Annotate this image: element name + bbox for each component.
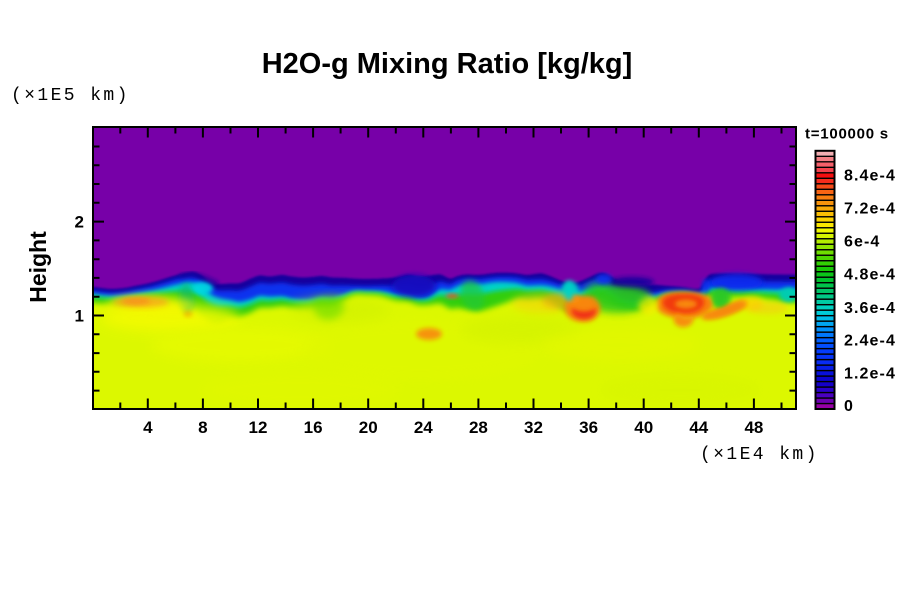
svg-text:40: 40: [634, 418, 653, 437]
svg-text:8: 8: [198, 418, 207, 437]
svg-text:8.4e-4: 8.4e-4: [844, 167, 896, 184]
svg-text:2: 2: [75, 213, 84, 232]
svg-text:16: 16: [304, 418, 323, 437]
svg-text:2.4e-4: 2.4e-4: [844, 333, 896, 350]
svg-text:(×1E4 km): (×1E4 km): [700, 445, 819, 465]
svg-text:Height: Height: [25, 231, 51, 303]
svg-text:0: 0: [844, 398, 854, 415]
svg-text:6e-4: 6e-4: [844, 234, 880, 251]
svg-text:t=100000 s: t=100000 s: [805, 126, 889, 143]
svg-text:1.2e-4: 1.2e-4: [844, 365, 896, 382]
svg-text:48: 48: [744, 418, 763, 437]
svg-text:4: 4: [143, 418, 153, 437]
svg-text:H2O-g Mixing Ratio [kg/kg]: H2O-g Mixing Ratio [kg/kg]: [262, 48, 633, 80]
svg-text:4.8e-4: 4.8e-4: [844, 267, 896, 284]
svg-text:32: 32: [524, 418, 543, 437]
svg-text:(×1E5 km): (×1E5 km): [11, 86, 130, 106]
svg-text:44: 44: [689, 418, 708, 437]
svg-text:3.6e-4: 3.6e-4: [844, 300, 896, 317]
svg-text:1: 1: [75, 307, 84, 326]
svg-text:36: 36: [579, 418, 598, 437]
svg-text:28: 28: [469, 418, 488, 437]
svg-text:12: 12: [249, 418, 268, 437]
svg-text:7.2e-4: 7.2e-4: [844, 201, 896, 218]
svg-text:24: 24: [414, 418, 433, 437]
svg-text:20: 20: [359, 418, 378, 437]
